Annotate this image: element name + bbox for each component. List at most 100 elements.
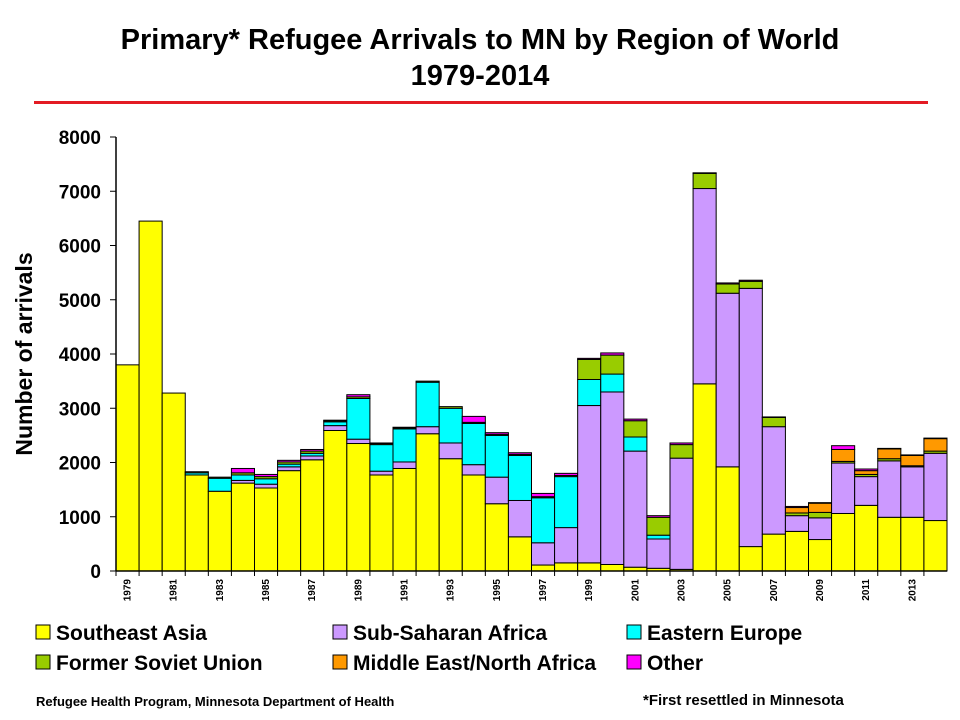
x-tick-label-1987: 1987 xyxy=(307,579,318,602)
bar-2007-other xyxy=(761,416,786,418)
bar-2004-other xyxy=(692,172,717,174)
bar-2009-sub-saharan-africa xyxy=(808,517,833,541)
bar-2000-other xyxy=(600,352,625,356)
bar-2009-other xyxy=(808,502,833,504)
bar-2012-other xyxy=(877,447,902,450)
bar-2007-sub-saharan-africa xyxy=(761,426,786,535)
bar-1996-eastern-europe xyxy=(507,454,533,501)
bar-1983-former-soviet-union xyxy=(207,476,232,479)
bar-1985-eastern-europe xyxy=(254,478,279,485)
bar-2008-southeast-asia xyxy=(784,530,809,572)
bar-1989-eastern-europe xyxy=(346,397,371,440)
bar-1991-southeast-asia xyxy=(392,467,417,572)
bar-2002-other xyxy=(646,515,671,518)
bar-1984-other xyxy=(230,467,255,474)
x-tick-label-1999: 1999 xyxy=(584,579,595,602)
bar-1988-sub-saharan-africa xyxy=(323,425,348,431)
bar-1988-eastern-europe xyxy=(323,421,348,427)
y-tick-label-8000: 8000 xyxy=(59,128,101,149)
bar-2013-middle-east-north-africa xyxy=(900,454,925,467)
bar-1999-former-soviet-union xyxy=(577,358,602,380)
bar-1983-southeast-asia xyxy=(207,490,232,572)
bar-1991-sub-saharan-africa xyxy=(392,461,417,469)
y-tick-label-0: 0 xyxy=(90,562,101,583)
bar-2009-former-soviet-union xyxy=(808,511,833,519)
x-tick-label-2011: 2011 xyxy=(861,579,872,601)
x-tick-label-2003: 2003 xyxy=(677,579,688,602)
bar-1982-former-soviet-union xyxy=(184,471,209,474)
bar-2006-southeast-asia xyxy=(738,546,763,572)
footnote: *First resettled in Minnesota xyxy=(643,692,844,709)
bar-1997-other xyxy=(531,492,556,498)
x-tick-label-2001: 2001 xyxy=(630,579,641,602)
bar-2000-sub-saharan-africa xyxy=(600,391,625,565)
bar-2014-middle-east-north-africa xyxy=(923,438,948,452)
bar-2006-other xyxy=(738,279,763,282)
bar-2007-southeast-asia xyxy=(761,533,786,572)
legend-label-middle-east-north-africa: Middle East/North Africa xyxy=(353,652,596,675)
bar-1987-sub-saharan-africa xyxy=(300,455,325,461)
bar-1984-southeast-asia xyxy=(230,482,255,572)
bar-2005-former-soviet-union xyxy=(715,283,740,294)
bar-1990-southeast-asia xyxy=(369,474,394,572)
x-tick-label-2013: 2013 xyxy=(907,579,918,602)
x-tick-label-1985: 1985 xyxy=(261,579,272,602)
bar-2010-middle-east-north-africa xyxy=(831,448,856,462)
bar-2001-former-soviet-union xyxy=(623,420,648,438)
legend-label-southeast-asia: Southeast Asia xyxy=(56,622,207,645)
y-axis-label: Number of arrivals xyxy=(11,252,37,455)
bar-1994-other xyxy=(461,415,486,423)
y-tick-label-6000: 6000 xyxy=(59,237,101,258)
bar-2001-other xyxy=(623,418,648,422)
bar-2005-sub-saharan-africa xyxy=(715,292,740,468)
bar-2011-middle-east-north-africa xyxy=(854,470,879,475)
bar-1993-sub-saharan-africa xyxy=(438,442,463,460)
legend-swatch-other xyxy=(626,654,642,670)
title-divider xyxy=(34,101,928,104)
bar-1995-other xyxy=(484,432,509,435)
y-tick-label-2000: 2000 xyxy=(59,454,101,475)
legend-label-sub-saharan-africa: Sub-Saharan Africa xyxy=(353,622,547,645)
bar-1988-other xyxy=(323,419,348,422)
x-tick-label-1993: 1993 xyxy=(446,579,457,602)
bar-2001-eastern-europe xyxy=(623,436,648,452)
y-tick-label-7000: 7000 xyxy=(59,182,101,203)
bar-2013-southeast-asia xyxy=(900,516,925,572)
bar-2002-sub-saharan-africa xyxy=(646,538,671,569)
bar-2000-eastern-europe xyxy=(600,373,625,393)
bar-1996-southeast-asia xyxy=(507,536,533,572)
bar-1990-eastern-europe xyxy=(369,444,394,472)
x-tick-label-2007: 2007 xyxy=(769,579,780,602)
bar-2014-southeast-asia xyxy=(923,520,948,572)
y-tick-label-4000: 4000 xyxy=(59,345,101,366)
x-tick-label-1995: 1995 xyxy=(492,579,503,602)
bar-2014-other xyxy=(923,437,948,440)
bar-2008-sub-saharan-africa xyxy=(784,515,809,532)
x-tick-label-1983: 1983 xyxy=(215,579,226,602)
bar-1985-other xyxy=(254,473,279,478)
bar-2006-sub-saharan-africa xyxy=(738,287,763,548)
bar-1986-sub-saharan-africa xyxy=(277,466,302,472)
bar-1997-sub-saharan-africa xyxy=(531,542,556,566)
bar-2006-former-soviet-union xyxy=(738,280,763,289)
bar-1998-other xyxy=(554,472,579,477)
bar-2008-middle-east-north-africa xyxy=(784,507,809,514)
legend-label-other: Other xyxy=(647,652,703,675)
bar-1999-sub-saharan-africa xyxy=(577,405,602,564)
bar-1989-sub-saharan-africa xyxy=(346,438,371,445)
bar-1995-eastern-europe xyxy=(484,434,509,478)
x-tick-label-1989: 1989 xyxy=(353,579,364,602)
bar-1987-other xyxy=(300,448,325,452)
legend-swatch-former-soviet-union xyxy=(35,654,51,670)
x-tick-label-1981: 1981 xyxy=(169,579,180,602)
legend-label-former-soviet-union: Former Soviet Union xyxy=(56,652,263,675)
bar-1987-southeast-asia xyxy=(300,459,325,572)
bar-1988-southeast-asia xyxy=(323,429,348,572)
x-tick-label-2005: 2005 xyxy=(723,579,734,602)
x-tick-label-2009: 2009 xyxy=(815,579,826,602)
y-tick-label-1000: 1000 xyxy=(59,508,101,529)
bar-1995-southeast-asia xyxy=(484,503,509,572)
bar-2009-middle-east-north-africa xyxy=(808,502,833,513)
bar-1992-southeast-asia xyxy=(415,433,440,572)
bar-1989-other xyxy=(346,394,371,398)
